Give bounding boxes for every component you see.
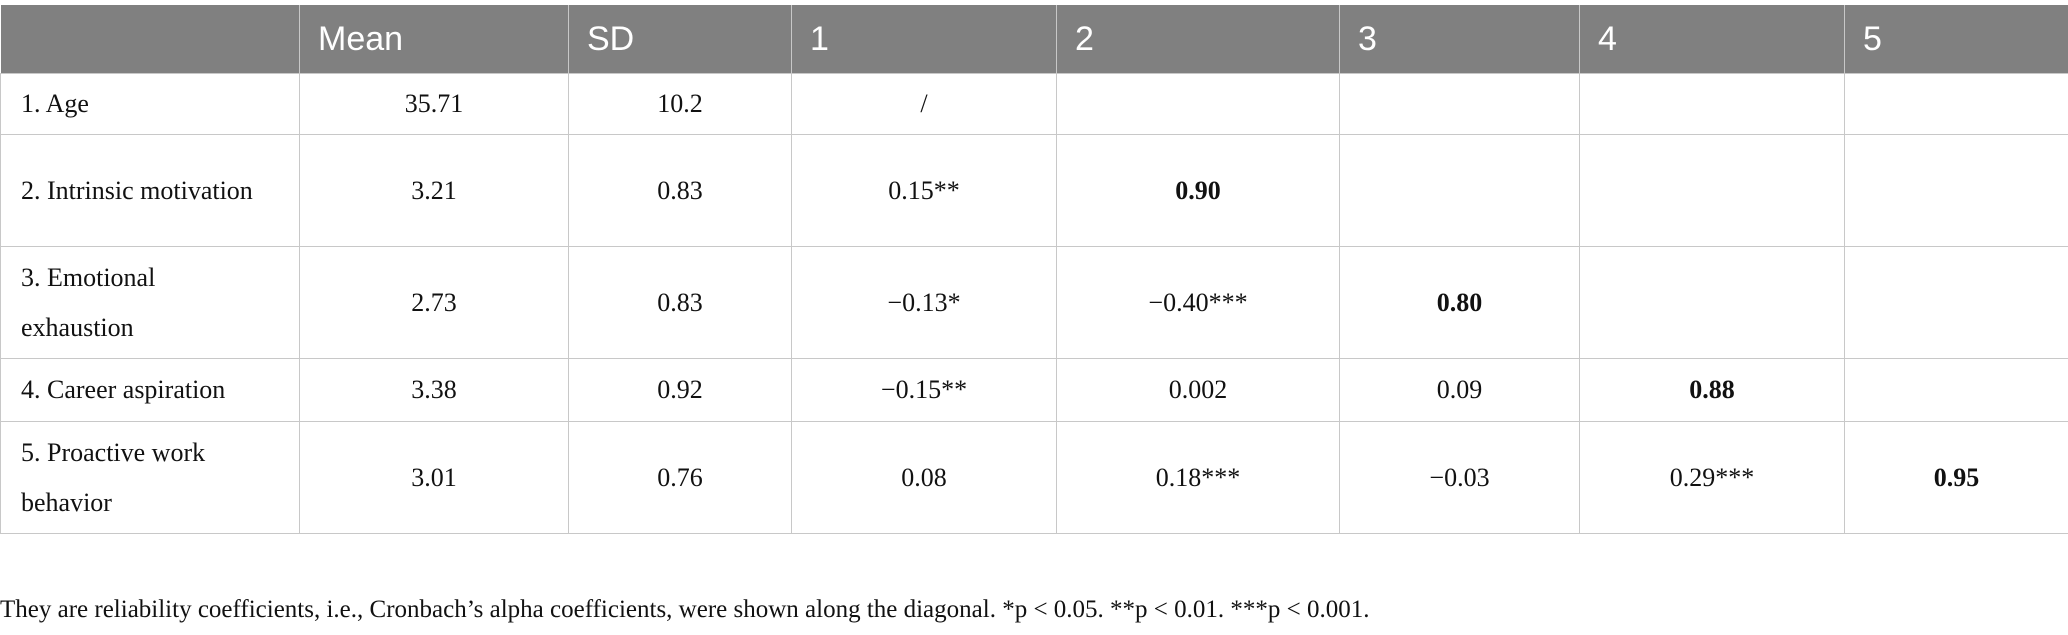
value-cell: 3.38 (299, 358, 569, 422)
row-label: 3. Emotional exhaustion (0, 246, 300, 359)
header-cell: Mean (299, 5, 569, 74)
empty-cell (1339, 134, 1580, 247)
empty-cell (1579, 73, 1845, 135)
row-label: 2. Intrinsic motivation (0, 134, 300, 247)
value-cell: 0.83 (568, 134, 792, 247)
value-cell: 35.71 (299, 73, 569, 135)
empty-cell (1844, 134, 2068, 247)
empty-cell (1579, 246, 1845, 359)
empty-cell (1056, 73, 1340, 135)
footnote: They are reliability coefficients, i.e.,… (0, 596, 1370, 623)
value-cell: 0.95 (1844, 421, 2068, 534)
value-cell: 2.73 (299, 246, 569, 359)
empty-cell (1579, 134, 1845, 247)
value-cell: 0.09 (1339, 358, 1580, 422)
table-row: 1. Age 35.71 10.2/ (0, 73, 2068, 135)
value-cell: 3.01 (299, 421, 569, 534)
empty-cell (1844, 246, 2068, 359)
empty-cell (1844, 358, 2068, 422)
table-row: 5. Proactive work behavior 3.01 0.76 0.08 0.… (0, 421, 2068, 534)
value-cell: 3.21 (299, 134, 569, 247)
row-label: 1. Age (0, 73, 300, 135)
header-cell: 3 (1339, 5, 1580, 74)
correlation-table: Mean SD 1 2 3 4 5 1. Age 35.71 10.2/2. Intrinsic… (0, 5, 2068, 534)
empty-cell (1339, 73, 1580, 135)
value-cell: 0.002 (1056, 358, 1340, 422)
header-cell: 2 (1056, 5, 1340, 74)
table-row: 3. Emotional exhaustion 2.73 0.83 −0.13* −0.… (0, 246, 2068, 359)
value-cell: 0.15** (791, 134, 1057, 247)
header-cell: 5 (1844, 5, 2068, 74)
value-cell: 0.88 (1579, 358, 1845, 422)
row-label: 5. Proactive work behavior (0, 421, 300, 534)
header-cell: 1 (791, 5, 1057, 74)
table-row: 2. Intrinsic motivation 3.21 0.83 0.15** 0.9… (0, 134, 2068, 247)
header-cell: SD (568, 5, 792, 74)
value-cell: −0.13* (791, 246, 1057, 359)
value-cell: 0.08 (791, 421, 1057, 534)
value-cell: 0.18*** (1056, 421, 1340, 534)
header-cell (0, 5, 300, 74)
value-cell: 0.83 (568, 246, 792, 359)
value-cell: 0.90 (1056, 134, 1340, 247)
value-cell: −0.40*** (1056, 246, 1340, 359)
header-cell: 4 (1579, 5, 1845, 74)
row-label: 4. Career aspiration (0, 358, 300, 422)
header-row: Mean SD 1 2 3 4 5 (0, 5, 2068, 74)
table-row: 4. Career aspiration 3.38 0.92 −0.15** 0.002… (0, 358, 2068, 422)
value-cell: −0.15** (791, 358, 1057, 422)
empty-cell (1844, 73, 2068, 135)
value-cell: 0.92 (568, 358, 792, 422)
value-cell: / (791, 73, 1057, 135)
value-cell: 0.80 (1339, 246, 1580, 359)
value-cell: −0.03 (1339, 421, 1580, 534)
value-cell: 0.76 (568, 421, 792, 534)
value-cell: 0.29*** (1579, 421, 1845, 534)
value-cell: 10.2 (568, 73, 792, 135)
